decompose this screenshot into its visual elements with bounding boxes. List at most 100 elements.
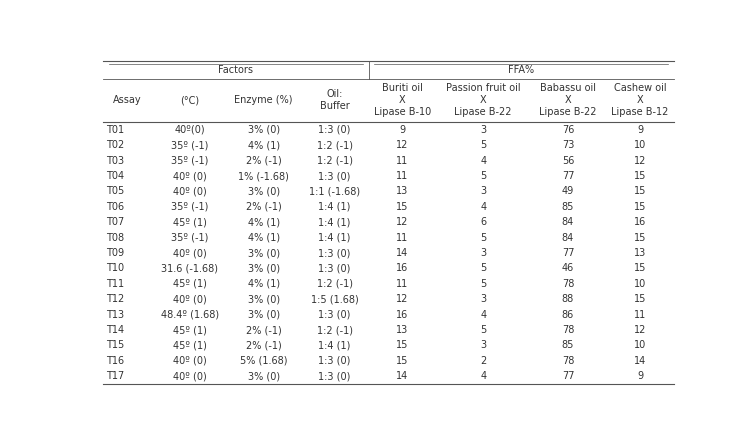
Text: 73: 73 xyxy=(562,140,575,150)
Text: 13: 13 xyxy=(396,325,408,335)
Text: 16: 16 xyxy=(634,217,646,227)
Text: T04: T04 xyxy=(105,171,124,181)
Text: 5: 5 xyxy=(480,171,487,181)
Text: 45º (1): 45º (1) xyxy=(173,325,207,335)
Text: 40º (0): 40º (0) xyxy=(173,371,207,381)
Text: 15: 15 xyxy=(634,171,646,181)
Text: 2% (-1): 2% (-1) xyxy=(246,156,281,166)
Text: 5: 5 xyxy=(480,264,487,274)
Text: 3: 3 xyxy=(480,125,487,135)
Text: 1% (-1.68): 1% (-1.68) xyxy=(238,171,289,181)
Text: 10: 10 xyxy=(634,140,646,150)
Text: 13: 13 xyxy=(634,248,646,258)
Text: 1:3 (0): 1:3 (0) xyxy=(319,371,351,381)
Text: 77: 77 xyxy=(562,371,575,381)
Text: T15: T15 xyxy=(105,340,124,350)
Text: 45º (1): 45º (1) xyxy=(173,217,207,227)
Text: 3: 3 xyxy=(480,187,487,197)
Text: T07: T07 xyxy=(105,217,124,227)
Text: 46: 46 xyxy=(562,264,574,274)
Text: 4% (1): 4% (1) xyxy=(247,232,280,243)
Text: 9: 9 xyxy=(637,371,643,381)
Text: 1:2 (-1): 1:2 (-1) xyxy=(317,156,353,166)
Text: 5: 5 xyxy=(480,140,487,150)
Text: T12: T12 xyxy=(105,294,124,304)
Text: Passion fruit oil
X
Lipase B-22: Passion fruit oil X Lipase B-22 xyxy=(446,83,520,118)
Text: 14: 14 xyxy=(396,248,408,258)
Text: 3% (0): 3% (0) xyxy=(247,248,280,258)
Text: 78: 78 xyxy=(562,356,575,366)
Text: 1:4 (1): 1:4 (1) xyxy=(319,340,351,350)
Text: 5: 5 xyxy=(480,232,487,243)
Text: 11: 11 xyxy=(396,171,408,181)
Text: 77: 77 xyxy=(562,171,575,181)
Text: 6: 6 xyxy=(480,217,487,227)
Text: 40º (0): 40º (0) xyxy=(173,248,207,258)
Text: 31.6 (-1.68): 31.6 (-1.68) xyxy=(161,264,218,274)
Text: Buriti oil
X
Lipase B-10: Buriti oil X Lipase B-10 xyxy=(374,83,431,118)
Text: 11: 11 xyxy=(396,232,408,243)
Text: 4% (1): 4% (1) xyxy=(247,140,280,150)
Text: 12: 12 xyxy=(396,294,408,304)
Text: 16: 16 xyxy=(396,310,408,319)
Text: 86: 86 xyxy=(562,310,574,319)
Text: 40º(0): 40º(0) xyxy=(174,125,205,135)
Text: 35º (-1): 35º (-1) xyxy=(171,140,208,150)
Text: 1:2 (-1): 1:2 (-1) xyxy=(317,140,353,150)
Text: 12: 12 xyxy=(396,140,408,150)
Text: 78: 78 xyxy=(562,325,575,335)
Text: 1:3 (0): 1:3 (0) xyxy=(319,248,351,258)
Text: T11: T11 xyxy=(105,279,124,289)
Text: Cashew oil
X
Lipase B-12: Cashew oil X Lipase B-12 xyxy=(611,83,669,118)
Text: (°C): (°C) xyxy=(180,95,199,105)
Text: T03: T03 xyxy=(105,156,124,166)
Text: 1:4 (1): 1:4 (1) xyxy=(319,202,351,212)
Text: 11: 11 xyxy=(396,156,408,166)
Text: 15: 15 xyxy=(634,202,646,212)
Text: 1:3 (0): 1:3 (0) xyxy=(319,171,351,181)
Text: 3% (0): 3% (0) xyxy=(247,310,280,319)
Text: 4: 4 xyxy=(480,156,487,166)
Text: T02: T02 xyxy=(105,140,124,150)
Text: 3% (0): 3% (0) xyxy=(247,371,280,381)
Text: 35º (-1): 35º (-1) xyxy=(171,202,208,212)
Text: 11: 11 xyxy=(396,279,408,289)
Text: 40º (0): 40º (0) xyxy=(173,294,207,304)
Text: 84: 84 xyxy=(562,232,574,243)
Text: 15: 15 xyxy=(396,340,408,350)
Text: 15: 15 xyxy=(634,294,646,304)
Text: 11: 11 xyxy=(634,310,646,319)
Text: 56: 56 xyxy=(562,156,575,166)
Text: 16: 16 xyxy=(396,264,408,274)
Text: 15: 15 xyxy=(634,264,646,274)
Text: 4: 4 xyxy=(480,202,487,212)
Text: 15: 15 xyxy=(396,202,408,212)
Text: 3: 3 xyxy=(480,340,487,350)
Text: 13: 13 xyxy=(396,187,408,197)
Text: 85: 85 xyxy=(562,340,575,350)
Text: T14: T14 xyxy=(105,325,124,335)
Text: 3% (0): 3% (0) xyxy=(247,264,280,274)
Text: 35º (-1): 35º (-1) xyxy=(171,156,208,166)
Text: 1:3 (0): 1:3 (0) xyxy=(319,356,351,366)
Text: 15: 15 xyxy=(634,187,646,197)
Text: 5: 5 xyxy=(480,325,487,335)
Text: Factors: Factors xyxy=(218,65,253,75)
Text: 35º (-1): 35º (-1) xyxy=(171,232,208,243)
Text: Babassu oil
X
Lipase B-22: Babassu oil X Lipase B-22 xyxy=(539,83,597,118)
Text: Oil:
Buffer: Oil: Buffer xyxy=(320,90,350,111)
Text: 12: 12 xyxy=(634,156,646,166)
Text: 1:4 (1): 1:4 (1) xyxy=(319,232,351,243)
Text: T16: T16 xyxy=(105,356,124,366)
Text: 4: 4 xyxy=(480,371,487,381)
Text: 10: 10 xyxy=(634,340,646,350)
Text: T13: T13 xyxy=(105,310,124,319)
Text: 9: 9 xyxy=(399,125,405,135)
Text: T17: T17 xyxy=(105,371,124,381)
Text: 45º (1): 45º (1) xyxy=(173,340,207,350)
Text: 1:3 (0): 1:3 (0) xyxy=(319,264,351,274)
Text: 15: 15 xyxy=(634,232,646,243)
Text: 45º (1): 45º (1) xyxy=(173,279,207,289)
Text: T10: T10 xyxy=(105,264,124,274)
Text: Enzyme (%): Enzyme (%) xyxy=(235,95,293,105)
